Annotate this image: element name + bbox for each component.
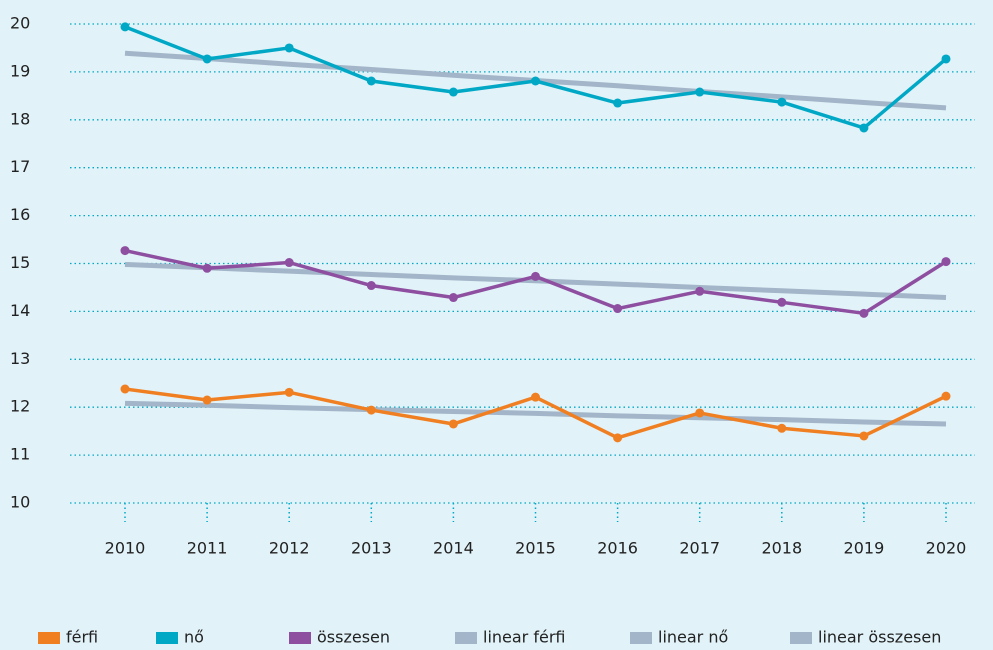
y-tick-label: 14: [10, 301, 30, 320]
x-tick-label: 2020: [926, 539, 967, 558]
y-tick-label: 10: [10, 493, 30, 512]
data-point: [941, 54, 951, 64]
data-point: [202, 395, 212, 405]
data-point: [941, 257, 951, 267]
data-point: [613, 433, 623, 443]
y-tick-label: 15: [10, 253, 30, 272]
data-point: [120, 246, 130, 256]
data-point: [448, 419, 458, 429]
x-tick-label: 2013: [351, 539, 392, 558]
legend-label: linear összesen: [818, 628, 941, 647]
trend-line: [124, 400, 947, 427]
legend-swatch: [289, 632, 311, 644]
legend-swatch: [790, 632, 812, 644]
y-tick-label: 20: [10, 14, 30, 33]
x-tick-label: 2012: [269, 539, 310, 558]
legend-swatch: [38, 632, 60, 644]
x-tick-label: 2018: [761, 539, 802, 558]
data-point: [941, 391, 951, 401]
data-point: [777, 297, 787, 307]
legend-swatch: [455, 632, 477, 644]
data-point: [859, 123, 869, 133]
data-point: [120, 384, 130, 394]
x-tick-label: 2019: [844, 539, 885, 558]
data-point: [531, 76, 540, 86]
data-point: [531, 392, 540, 402]
data-point: [448, 87, 458, 97]
data-point: [202, 263, 212, 273]
data-point: [284, 258, 294, 268]
data-point: [448, 293, 458, 303]
x-tick-label: 2017: [679, 539, 720, 558]
y-tick-label: 18: [10, 109, 30, 128]
legend-swatch: [156, 632, 178, 644]
y-tick-label: 13: [10, 349, 30, 368]
legend-label: nő: [184, 628, 204, 647]
data-point: [777, 423, 787, 433]
y-tick-label: 12: [10, 397, 30, 416]
trend-line: [124, 261, 947, 301]
y-tick-label: 19: [10, 61, 30, 80]
legend-label: összesen: [317, 628, 390, 647]
data-point: [366, 281, 376, 291]
x-tick-label: 2010: [105, 539, 146, 558]
data-point: [613, 304, 623, 314]
y-tick-label: 11: [10, 445, 30, 464]
data-point: [202, 54, 212, 64]
data-point: [284, 43, 294, 53]
x-tick-label: 2015: [515, 539, 556, 558]
data-point: [777, 97, 787, 107]
legend-label: linear férfi: [483, 628, 565, 647]
data-point: [859, 308, 869, 318]
data-point: [695, 408, 705, 418]
legend-label: linear nő: [658, 628, 728, 647]
data-point: [366, 76, 376, 86]
data-point: [120, 22, 130, 32]
x-tick-label: 2016: [597, 539, 638, 558]
data-point: [366, 405, 376, 415]
y-tick-label: 17: [10, 157, 30, 176]
legend-swatch: [630, 632, 652, 644]
x-tick-label: 2011: [187, 539, 228, 558]
data-point: [613, 98, 623, 108]
y-tick-label: 16: [10, 205, 30, 224]
data-point: [531, 271, 540, 281]
data-point: [284, 387, 294, 397]
data-point: [859, 431, 869, 441]
legend-label: férfi: [66, 628, 98, 647]
data-point: [695, 286, 705, 296]
data-point: [695, 87, 705, 97]
x-tick-label: 2014: [433, 539, 474, 558]
